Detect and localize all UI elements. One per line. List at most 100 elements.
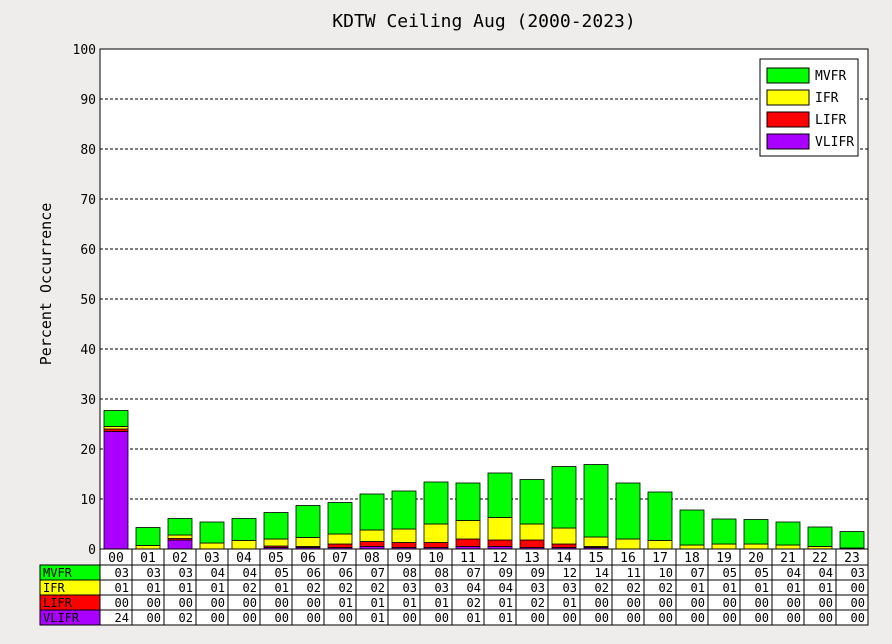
bar-mvfr-01: [135, 527, 161, 546]
table-cell: 04: [467, 581, 481, 595]
bar-ifr-09: [391, 528, 417, 543]
table-cell: 00: [851, 581, 865, 595]
table-cell: 00: [211, 596, 225, 610]
table-cell: 01: [339, 596, 353, 610]
x-tick-label: 03: [204, 551, 220, 566]
table-cell: 00: [787, 611, 801, 625]
legend-swatch-mvfr: [766, 67, 810, 84]
x-tick-label: 04: [236, 551, 252, 566]
bar-lifr-07: [327, 543, 353, 548]
legend-swatch-vlifr: [766, 133, 810, 150]
x-tick-label: 21: [780, 551, 796, 566]
table-cell: 10: [659, 566, 673, 580]
table-cell: 06: [307, 566, 321, 580]
table-cell: 05: [755, 566, 769, 580]
y-ticks: 0 10 20 30 40 50 60 70 80 90 100: [73, 43, 96, 558]
y-tick-label: 70: [80, 193, 96, 208]
table-cell: 04: [787, 566, 801, 580]
table-cell: 01: [275, 581, 289, 595]
table-cell: 00: [243, 611, 257, 625]
bar-mvfr-07: [327, 502, 353, 535]
legend: MVFR IFR LIFR VLIFR: [759, 58, 859, 157]
bar-ifr-13: [519, 523, 545, 541]
table-cell: 04: [819, 566, 833, 580]
table-row-label: IFR: [43, 581, 65, 595]
x-tick-label: 09: [396, 551, 412, 566]
y-tick-label: 100: [73, 43, 96, 58]
table-cell: 02: [531, 596, 545, 610]
bar-lifr-14: [551, 543, 577, 548]
x-tick-label: 01: [140, 551, 156, 566]
x-tick-label: 13: [524, 551, 540, 566]
table-cell: 09: [531, 566, 545, 580]
bar-lifr-10: [423, 542, 449, 548]
y-tick-label: 30: [80, 393, 96, 408]
bar-lifr-08: [359, 541, 385, 547]
table-cell: 00: [595, 611, 609, 625]
table-cell: 07: [691, 566, 705, 580]
x-tick-label: 05: [268, 551, 284, 566]
table-cell: 00: [275, 611, 289, 625]
bar-mvfr-13: [519, 479, 545, 525]
chart-title: KDTW Ceiling Aug (2000-2023): [332, 11, 635, 32]
table-cell: 01: [723, 581, 737, 595]
bars: [103, 410, 865, 550]
table-cell: 03: [563, 581, 577, 595]
table-cell: 00: [691, 611, 705, 625]
table-cell: 02: [467, 596, 481, 610]
table-cell: 00: [531, 611, 545, 625]
table-cell: 02: [627, 581, 641, 595]
legend-swatch-ifr: [766, 89, 810, 106]
bar-mvfr-06: [295, 505, 321, 538]
x-tick-label: 16: [620, 551, 636, 566]
bar-ifr-03: [199, 542, 225, 550]
bar-vlifr-02: [167, 539, 193, 550]
table-cell: 02: [243, 581, 257, 595]
y-tick-label: 40: [80, 343, 96, 358]
x-tick-label: 17: [652, 551, 668, 566]
x-tick-label: 11: [460, 551, 476, 566]
bar-mvfr-00: [103, 410, 129, 427]
x-tick-label: 22: [812, 551, 828, 566]
bar-ifr-15: [583, 536, 609, 547]
y-tick-label: 20: [80, 443, 96, 458]
table-cell: 03: [435, 581, 449, 595]
table-cell: 00: [563, 611, 577, 625]
table-cell: 05: [723, 566, 737, 580]
bar-mvfr-21: [775, 521, 801, 546]
table-cell: 01: [403, 596, 417, 610]
y-tick-label: 0: [88, 543, 96, 558]
x-tick-label: 14: [556, 551, 572, 566]
bar-mvfr-15: [583, 464, 609, 538]
table-cell: 00: [851, 596, 865, 610]
table-cell: 03: [851, 566, 865, 580]
table-cell: 00: [659, 596, 673, 610]
x-tick-label: 10: [428, 551, 444, 566]
y-tick-label: 80: [80, 143, 96, 158]
table-cell: 00: [275, 596, 289, 610]
table-cell: 00: [435, 611, 449, 625]
y-tick-label: 50: [80, 293, 96, 308]
table-cell: 04: [211, 566, 225, 580]
data-table: 00 01 02 03 04 05 06 07 08 09 10 11 12 13 14 15 16 17 18 19…: [39, 548, 869, 626]
x-tick-label: 20: [748, 551, 764, 566]
bar-mvfr-02: [167, 518, 193, 536]
grid: [100, 98, 868, 500]
table-cell: 00: [819, 596, 833, 610]
table-cell: 02: [307, 581, 321, 595]
bar-mvfr-19: [711, 518, 737, 545]
table-cell: 01: [691, 581, 705, 595]
table-row-label: VLIFR: [43, 611, 80, 625]
table-row-label: MVFR: [43, 566, 73, 580]
x-tick-label: 07: [332, 551, 348, 566]
table-cell: 00: [851, 611, 865, 625]
table-cell: 00: [627, 596, 641, 610]
legend-label: VLIFR: [815, 135, 854, 150]
legend-swatch-lifr: [766, 111, 810, 128]
table-cell: 02: [595, 581, 609, 595]
bar-mvfr-08: [359, 493, 385, 531]
bar-mvfr-05: [263, 512, 289, 540]
y-tick-label: 90: [80, 93, 96, 108]
bar-mvfr-09: [391, 490, 417, 530]
table-cell: 01: [499, 596, 513, 610]
